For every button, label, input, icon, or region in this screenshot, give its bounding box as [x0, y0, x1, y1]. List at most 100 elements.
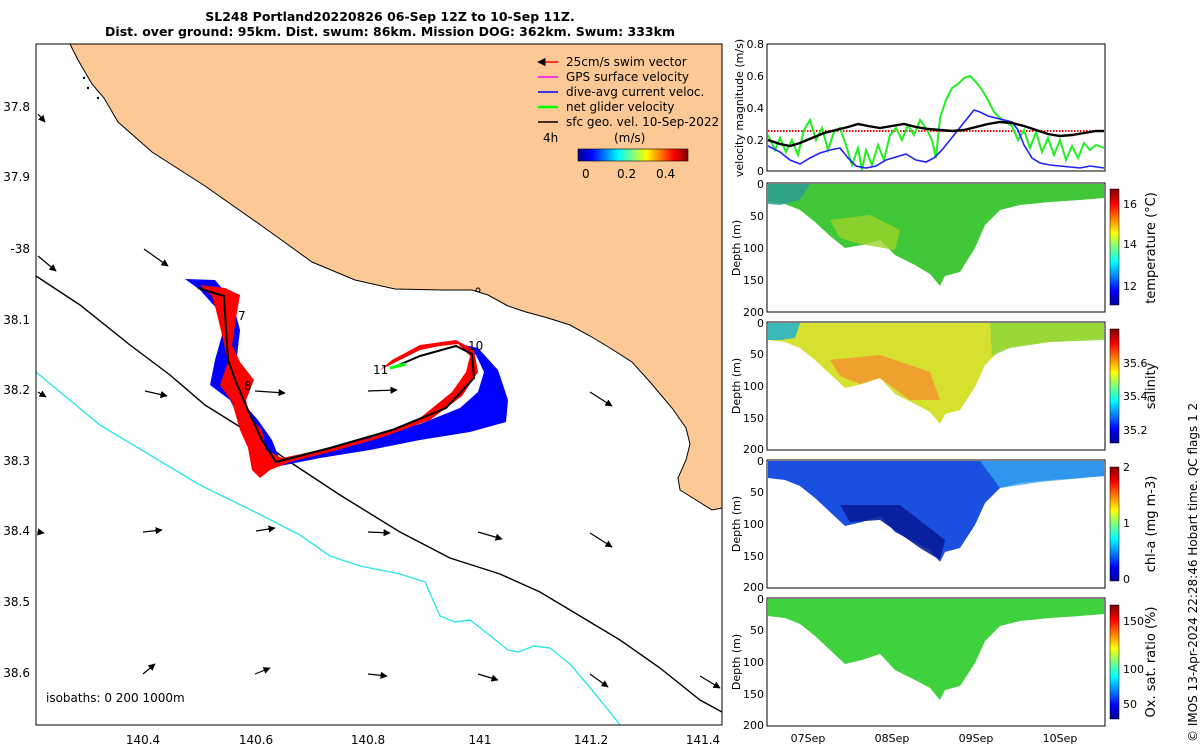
longitude-ticks: 140.4 140.6 140.8 141 141.2 141.4: [126, 733, 720, 747]
islet-dot: [96, 96, 100, 100]
salinity-low-patch: [768, 323, 800, 340]
temperature-label: temperature (°C): [1144, 192, 1159, 304]
chla-section: [766, 459, 1120, 589]
islet-dot: [475, 287, 481, 293]
swim-vector-band: [200, 285, 478, 478]
chla-cbar-tick: 1: [1123, 517, 1130, 530]
map-title-line-2: Dist. over ground: 95km. Dist. swum: 86k…: [105, 24, 675, 39]
depth-tick: 150: [743, 274, 764, 287]
depth-tick: 200: [743, 719, 764, 732]
legend-geo-velocity: sfc geo. vel. 10-Sep-2022: [566, 115, 719, 129]
salinity-data-field: [768, 323, 1104, 424]
salinity-cbar-tick: 35.2: [1123, 424, 1148, 437]
net-glider-velocity-marker: [389, 362, 407, 370]
lat-tick: 38.6: [3, 666, 30, 680]
day-marker: 11: [373, 363, 388, 377]
depth-tick: 150: [743, 550, 764, 563]
day-marker: 10: [468, 339, 483, 353]
salinity-high-patch: [830, 355, 940, 400]
lon-tick: 141: [469, 733, 492, 747]
isobath-200m-line: [36, 275, 722, 713]
depth-tick: 0: [757, 593, 764, 606]
islet-dot: [86, 86, 90, 90]
dive-avg-current-series: [767, 109, 1105, 169]
depth-tick: 200: [743, 443, 764, 456]
lon-tick: 140.6: [239, 733, 273, 747]
map-title-line-1: SL248 Portland20220826 06-Sep 12Z to 10-…: [205, 9, 575, 24]
oxygen-cbar-tick: 150: [1123, 615, 1144, 628]
depth-tick: 100: [743, 518, 764, 531]
legend-net-glider-velocity: net glider velocity: [566, 100, 674, 114]
map-legend: 25cm/s swim vector GPS surface velocity …: [537, 55, 719, 181]
legend-swim-vector: 25cm/s swim vector: [566, 55, 687, 69]
chla-deep-low-patch: [840, 505, 945, 560]
time-tick: 09Sep: [959, 732, 994, 745]
depth-tick: 200: [743, 581, 764, 594]
oxygen-data-field: [768, 599, 1104, 700]
isobath-label: isobaths: 0 200 1000m: [46, 691, 185, 705]
time-tick: 10Sep: [1043, 732, 1078, 745]
depth-tick: 200: [743, 306, 764, 319]
velocity-y-tick: 0.6: [747, 70, 765, 83]
colorbar-tick: 0: [582, 167, 590, 181]
salinity-section: [766, 321, 1120, 451]
time-axis: 07Sep 08Sep 09Sep 10Sep: [791, 732, 1078, 745]
copyright-note: © IMOS 13-Apr-2024 22:28:46 Hobart time.…: [1186, 402, 1200, 742]
velocity-y-tick: 0.2: [747, 134, 765, 147]
oxygen-section: [766, 597, 1120, 727]
isobath-1000m-line: [36, 371, 621, 725]
salinity-cbar-tick: 35.4: [1123, 390, 1148, 403]
chla-data-field: [768, 461, 1104, 562]
lat-tick: 37.8: [3, 100, 30, 114]
glider-track-line: [197, 287, 476, 464]
latitude-ticks: 37.8 37.9 -38 38.1 38.2 38.3 38.4 38.5 3…: [3, 100, 30, 680]
lat-tick: 38.5: [3, 595, 30, 609]
depth-tick: 50: [750, 486, 764, 499]
salinity-fresh-patch: [990, 323, 1104, 356]
depth-tick: 100: [743, 242, 764, 255]
land-coastline: [69, 44, 722, 511]
day-marker: 7: [238, 309, 246, 323]
oxygen-label: Ox. sat. ratio (%): [1144, 607, 1159, 718]
oxygen-cbar-tick: 50: [1123, 698, 1137, 711]
speed-colorbar: [577, 148, 689, 162]
oxygen-cbar-tick: 100: [1123, 663, 1144, 676]
time-tick: 07Sep: [791, 732, 826, 745]
depth-tick: 0: [757, 455, 764, 468]
legend-gps-velocity: GPS surface velocity: [566, 70, 689, 84]
temperature-section: [766, 182, 1120, 313]
lon-tick: 141.2: [574, 733, 608, 747]
depth-tick: 0: [757, 178, 764, 191]
velocity-panel: 0.8 0.6 0.4 0.2 0 velocity magnitude (m/…: [733, 38, 1106, 178]
depth-tick: 100: [743, 380, 764, 393]
depth-tick: 100: [743, 656, 764, 669]
lon-tick: 140.4: [126, 733, 160, 747]
velocity-y-label: velocity magnitude (m/s): [733, 39, 746, 177]
geo-velocity-series: [767, 120, 1104, 148]
salinity-cbar-tick: 35.6: [1123, 357, 1148, 370]
interval-label: 4h: [543, 131, 558, 145]
day-markers: 7 8 10 11: [238, 309, 483, 393]
geo-velocity-arrows: [37, 113, 721, 689]
chla-label: chl-a (mg m-3): [1144, 476, 1159, 573]
time-tick: 08Sep: [875, 732, 910, 745]
colorbar-tick: 0.2: [617, 167, 636, 181]
lat-tick: 38.4: [3, 524, 30, 538]
chla-surface-high-patch: [980, 461, 1104, 488]
velocity-y-tick: 0.8: [747, 38, 765, 51]
legend-dive-avg-current: dive-avg current veloc.: [566, 85, 704, 99]
depth-tick: 0: [757, 317, 764, 330]
depth-tick: 150: [743, 688, 764, 701]
salinity-colorbar: [1109, 328, 1120, 444]
depth-tick-labels: 0 50 100 150 200 0 50 100 150 200 0 50 1…: [743, 178, 764, 732]
section-variable-labels: temperature (°C) salinity chl-a (mg m-3)…: [1144, 192, 1159, 717]
depth-tick: 50: [750, 210, 764, 223]
lat-tick: 37.9: [3, 170, 30, 184]
lon-tick: 140.8: [351, 733, 385, 747]
oxygen-colorbar: [1109, 604, 1120, 720]
colorbar-tick-labels: 16 14 12 35.6 35.4 35.2 2 1 0 150 100 50: [1123, 198, 1148, 711]
temperature-data-field: [768, 184, 1104, 286]
depth-axis-labels: Depth (m) Depth (m) Depth (m) Depth (m): [730, 220, 743, 690]
velocity-y-tick: 0.4: [747, 102, 765, 115]
